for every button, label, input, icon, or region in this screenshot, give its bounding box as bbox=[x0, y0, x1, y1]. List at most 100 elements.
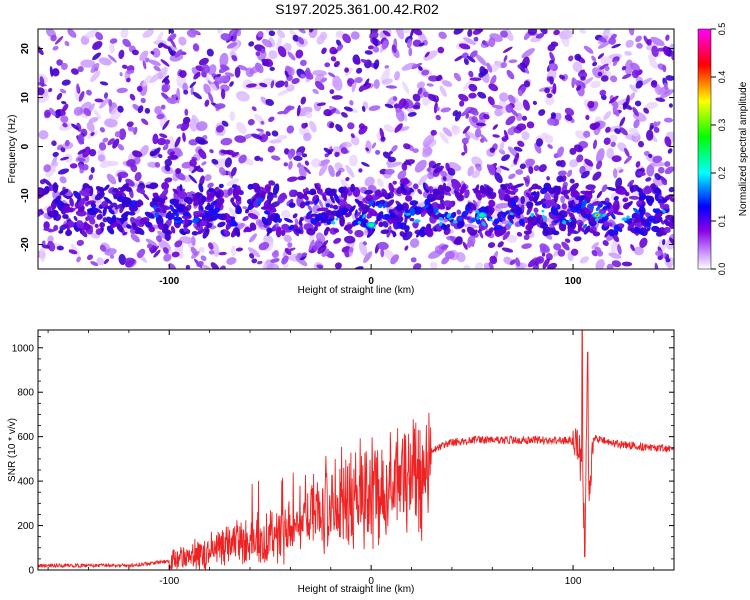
heatmap-cell bbox=[663, 219, 670, 227]
heatmap-cell bbox=[468, 70, 474, 78]
heatmap-cell bbox=[567, 228, 574, 237]
heatmap-cell bbox=[516, 123, 527, 131]
heatmap-cell bbox=[613, 196, 619, 201]
heatmap-cell bbox=[350, 133, 355, 139]
heatmap-cell bbox=[605, 126, 611, 133]
heatmap-cell bbox=[330, 220, 336, 225]
heatmap-cell bbox=[281, 209, 291, 219]
heatmap-cell bbox=[623, 204, 630, 210]
heatmap-cell bbox=[61, 79, 71, 86]
heatmap-cell bbox=[462, 241, 468, 250]
heatmap-cell bbox=[335, 217, 339, 221]
heatmap-cell bbox=[492, 134, 500, 138]
heatmap-cell bbox=[296, 191, 304, 199]
heatmap-cell bbox=[582, 223, 587, 229]
heatmap-cell bbox=[168, 263, 177, 269]
heatmap-cell bbox=[108, 208, 115, 215]
heatmap-cell bbox=[118, 128, 127, 140]
heatmap-cell bbox=[653, 208, 661, 214]
heatmap-cell bbox=[185, 264, 191, 269]
heatmap-cell bbox=[502, 231, 511, 241]
heatmap-cell bbox=[454, 55, 464, 62]
colorbar: 0.0 0.1 0.2 0.3 0.4 0.5 Normalized spectral a… bbox=[697, 23, 749, 275]
heatmap-cell bbox=[299, 201, 306, 209]
heatmap-cell bbox=[499, 141, 505, 151]
heatmap-cell bbox=[497, 241, 504, 248]
heatmap-cell bbox=[377, 203, 384, 209]
heatmap-cell bbox=[257, 31, 264, 38]
heatmap-cell bbox=[667, 262, 673, 269]
heatmap-cell bbox=[338, 186, 346, 194]
heatmap-cell bbox=[247, 247, 261, 258]
heatmap-cell bbox=[157, 137, 167, 146]
heatmap-cell bbox=[310, 217, 317, 225]
snr-y-label: SNR (10 * v/v) bbox=[7, 418, 18, 482]
heatmap-cell bbox=[417, 87, 423, 95]
heatmap-cell bbox=[94, 98, 104, 103]
heatmap-cell bbox=[161, 228, 173, 235]
heatmap-cell bbox=[249, 253, 255, 259]
heatmap-cell bbox=[235, 195, 242, 202]
heatmap-cell bbox=[248, 41, 255, 47]
heatmap-cell bbox=[364, 189, 373, 195]
heatmap-cell bbox=[324, 153, 329, 158]
heatmap-cell bbox=[303, 166, 311, 175]
heatmap-cell bbox=[292, 34, 300, 42]
heatmap-cell bbox=[340, 112, 348, 118]
heatmap-cell bbox=[370, 195, 380, 201]
heatmap-cell bbox=[245, 208, 249, 214]
heatmap-cell bbox=[610, 141, 616, 148]
heatmap-cell bbox=[665, 34, 670, 41]
heatmap-cell bbox=[257, 260, 263, 265]
heatmap-cell bbox=[333, 237, 342, 244]
heatmap-cell bbox=[595, 206, 601, 212]
heatmap-cell bbox=[526, 201, 533, 208]
heatmap-cell bbox=[466, 131, 479, 141]
heatmap-cell bbox=[662, 64, 667, 73]
heatmap-cell bbox=[314, 183, 321, 191]
heatmap-cell bbox=[643, 150, 650, 156]
heatmap-cell bbox=[77, 149, 86, 155]
heatmap-cell bbox=[383, 124, 395, 133]
heatmap-cell bbox=[456, 220, 465, 229]
heatmap-cell bbox=[431, 202, 440, 210]
heatmap-cell bbox=[126, 69, 135, 75]
heatmap-cell bbox=[129, 93, 136, 101]
heatmap-cell bbox=[499, 165, 510, 171]
heatmap-cell bbox=[176, 204, 184, 213]
heatmap-cell bbox=[230, 29, 236, 36]
heatmap-cell bbox=[451, 124, 459, 132]
heatmap-cell bbox=[598, 37, 607, 43]
heatmap-cell bbox=[354, 198, 362, 206]
heatmap-cell bbox=[538, 164, 547, 173]
heatmap-cell bbox=[156, 235, 162, 243]
heatmap-cell bbox=[470, 218, 476, 223]
heatmap-cell bbox=[161, 75, 170, 83]
heatmap-cell bbox=[165, 210, 172, 219]
heatmap-cell bbox=[599, 89, 607, 96]
heatmap-cell bbox=[461, 223, 478, 229]
heatmap-cell bbox=[333, 228, 340, 233]
heatmap-cell bbox=[193, 211, 198, 216]
heatmap-cell bbox=[422, 145, 432, 155]
page-title: S197.2025.361.00.42.R02 bbox=[275, 1, 439, 17]
heatmap-cell bbox=[502, 46, 513, 53]
heatmap-cell bbox=[413, 263, 422, 269]
heatmap-cell bbox=[64, 139, 70, 147]
heatmap-cell bbox=[650, 161, 666, 167]
heatmap-cell bbox=[600, 56, 613, 66]
heatmap-cell bbox=[473, 36, 479, 42]
heatmap-cell bbox=[664, 136, 672, 147]
heatmap-cell bbox=[541, 252, 546, 257]
heatmap-cell bbox=[615, 177, 623, 189]
heatmap-cell bbox=[429, 261, 438, 269]
heatmap-cell bbox=[628, 127, 640, 137]
heatmap-cell bbox=[210, 262, 220, 269]
heatmap-cell bbox=[388, 182, 395, 194]
heatmap-cell bbox=[329, 193, 335, 204]
heatmap-frame bbox=[37, 28, 675, 270]
heatmap-cell bbox=[539, 221, 547, 227]
heatmap-cell bbox=[324, 62, 331, 68]
heatmap-cell bbox=[426, 83, 434, 87]
heatmap-cell bbox=[90, 70, 101, 83]
